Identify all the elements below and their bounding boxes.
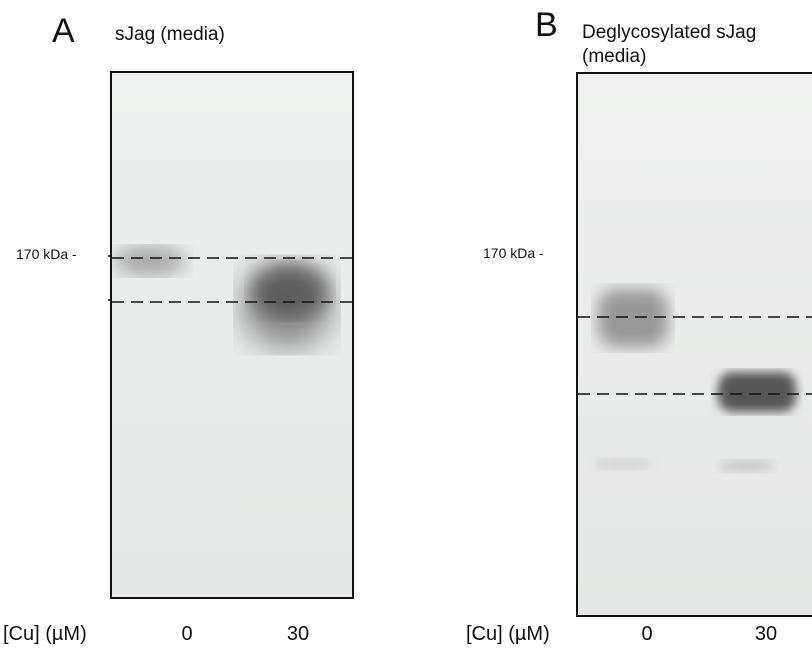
- panel-b-blot: [576, 72, 812, 617]
- panel-a-letter: A: [52, 12, 75, 50]
- panel-a-blot: [110, 71, 354, 599]
- panel-b-lane-30: 30: [754, 623, 778, 645]
- panel-b-title-line2: (media): [582, 46, 647, 67]
- panel-b-axis-label: [Cu] (µM): [466, 623, 550, 645]
- band-a-lane0: [114, 247, 186, 275]
- panel-b-title-line1: Deglycosylated sJag: [582, 22, 757, 43]
- panel-b-blot-image: [578, 74, 812, 615]
- panel-b-marker-label: 170 kDa -: [483, 245, 544, 261]
- panel-a-blot-image: [112, 73, 352, 597]
- panel-a-lane-0: 0: [181, 623, 193, 645]
- panel-a-marker-label: 170 kDa -: [16, 246, 77, 262]
- panel-b-lane-0: 0: [641, 623, 653, 645]
- band-b-lane0: [598, 289, 668, 347]
- panel-b-letter: B: [535, 6, 558, 44]
- panel-a-axis-label: [Cu] (µM): [3, 623, 87, 645]
- panel-a-line-ticks: [108, 255, 112, 301]
- panel-a-title: sJag (media): [115, 24, 225, 45]
- panel-a-lane-30: 30: [286, 623, 310, 645]
- band-b-lane30: [718, 372, 796, 412]
